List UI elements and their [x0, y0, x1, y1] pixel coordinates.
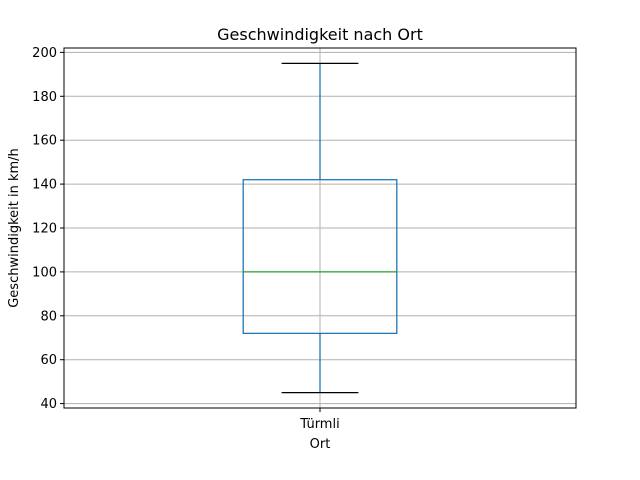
y-axis-ticks: 40 60 80 100 120 140 160 180 200 — [32, 46, 64, 412]
y-tick-label: 40 — [40, 397, 57, 412]
box-iqr — [242, 179, 398, 335]
y-axis-label: Geschwindigkeit in km/h — [7, 148, 22, 308]
y-tick-label: 60 — [40, 353, 57, 368]
x-axis-label: Ort — [310, 437, 331, 452]
y-tick-label: 100 — [32, 265, 57, 280]
x-tick-label: Türmli — [299, 417, 339, 432]
chart-title: Geschwindigkeit nach Ort — [217, 25, 423, 44]
y-tick-label: 140 — [32, 178, 57, 193]
x-axis-ticks: Türmli — [299, 408, 340, 432]
y-tick-label: 200 — [32, 46, 57, 61]
y-tick-label: 120 — [32, 222, 57, 237]
y-tick-label: 160 — [32, 134, 57, 149]
boxplot-layer — [242, 62, 398, 394]
y-tick-label: 80 — [40, 309, 57, 324]
y-tick-label: 180 — [32, 90, 57, 105]
